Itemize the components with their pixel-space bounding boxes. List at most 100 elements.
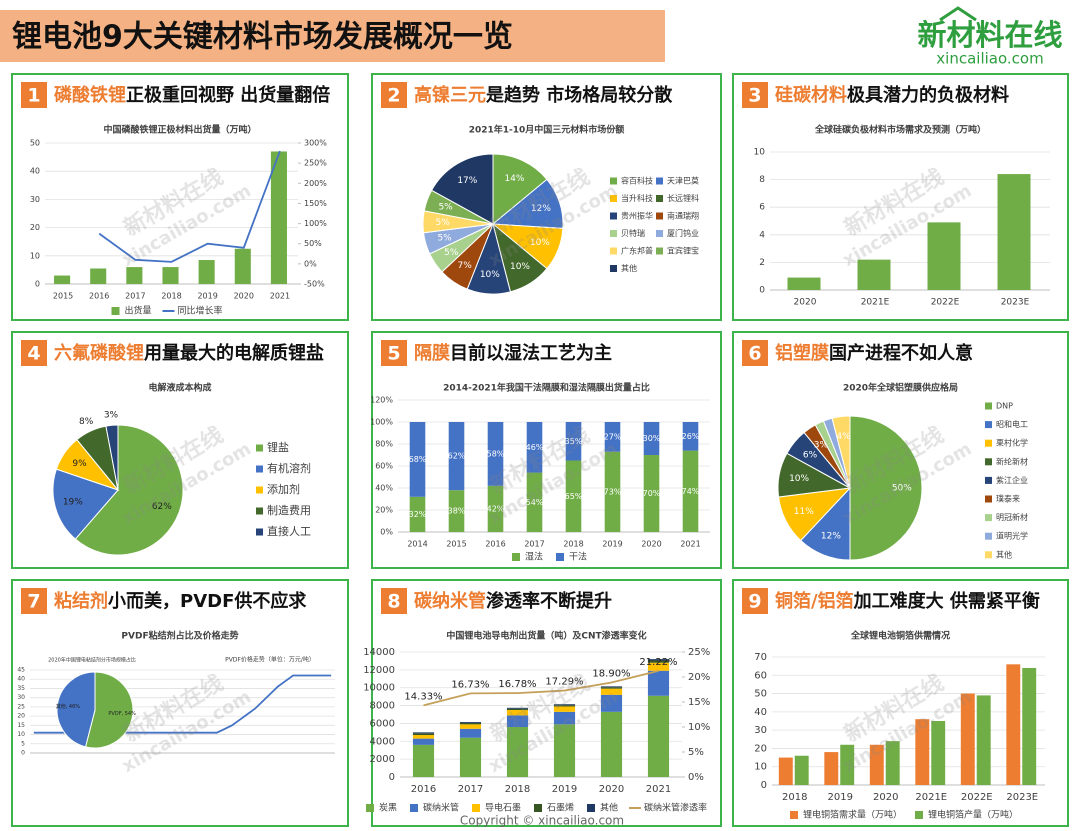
legend-swatch — [256, 486, 263, 494]
pie-label: 9% — [72, 459, 87, 469]
x-tick-label: 2021 — [646, 784, 671, 795]
y-tick-label: 15 — [17, 722, 25, 729]
legend-swatch — [610, 265, 617, 272]
x-tick-label: 2019 — [828, 792, 853, 803]
panel-title-rest: 国产进程不如人意 — [829, 342, 973, 364]
y-tick-label: 20 — [30, 223, 40, 232]
x-tick-label: 2018 — [782, 792, 807, 803]
x-tick-label: 2018 — [505, 784, 530, 795]
legend-swatch — [985, 421, 992, 429]
bar — [506, 707, 529, 709]
y-tick-label: 0 — [759, 286, 765, 296]
bar — [643, 455, 660, 532]
pie-label: 10% — [789, 474, 809, 484]
legend-label: 石墨烯 — [547, 802, 574, 814]
line — [98, 150, 281, 263]
bar — [885, 741, 900, 785]
pie-label: 3% — [814, 441, 829, 451]
chart-title: 中国磷酸铁锂正极材料出货量（万吨） — [103, 124, 256, 136]
y-tick-label: 50 — [30, 139, 40, 148]
legend-swatch — [256, 507, 263, 515]
bar — [54, 275, 71, 284]
data-label: 35% — [565, 437, 583, 446]
y2-tick-label: 250% — [304, 159, 327, 168]
data-label: 38% — [448, 507, 466, 516]
pie-label: 4% — [836, 432, 851, 442]
panel-title-highlight: 碳纳米管 — [414, 590, 486, 612]
bar — [526, 422, 543, 473]
legend-label: 栗村化学 — [996, 438, 1028, 448]
bar — [506, 715, 529, 727]
bar — [506, 710, 529, 716]
bar — [412, 732, 435, 734]
bar — [960, 693, 975, 785]
bar — [487, 485, 504, 532]
x-tick-label: 2020 — [873, 792, 898, 803]
legend-label: 厦门钨业 — [667, 228, 699, 238]
data-label: 74% — [682, 487, 700, 496]
legend-swatch — [985, 476, 992, 484]
bar — [553, 704, 576, 706]
panel-title: 磷酸铁锂正极重回视野 出货量翻倍 — [54, 84, 330, 106]
legend-label: 容百科技 — [621, 176, 653, 186]
y2-tick-label: 100% — [304, 219, 327, 228]
y-tick-label: 10 — [754, 762, 767, 773]
y-tick-label: 10 — [754, 148, 766, 158]
panel-title: 六氟磷酸锂用量最大的电解质锂盐 — [54, 342, 324, 364]
bar — [412, 738, 435, 745]
panel-title-rest: 极具潜力的负极材料 — [847, 84, 1009, 106]
pie-slice — [492, 153, 548, 226]
pie-label: 5% — [437, 234, 452, 244]
x-tick-label: 2018 — [161, 292, 181, 301]
bar — [459, 722, 482, 723]
panel-title-highlight: 高镍三元 — [414, 84, 486, 106]
panel-number: 2 — [387, 85, 400, 107]
data-label: 42% — [487, 504, 505, 513]
x-tick-label: 2017 — [524, 540, 544, 549]
panel-title: 高镍三元是趋势 市场格局较分散 — [414, 84, 673, 106]
bar — [162, 267, 179, 284]
x-tick-label: 2022E — [961, 792, 993, 803]
chart-title: 2014-2021年我国干法隔膜和湿法隔膜出货量占比 — [443, 382, 650, 394]
y-tick-label: 30 — [754, 725, 767, 736]
y2-tick-label: 25% — [688, 647, 710, 658]
legend-swatch — [610, 195, 617, 202]
legend-label: 宜宾锂宝 — [667, 246, 699, 256]
x-tick-label: 2019 — [197, 292, 217, 301]
y2-tick-label: 5% — [688, 747, 704, 758]
panel-number: 5 — [387, 343, 400, 365]
bar — [553, 724, 576, 777]
data-label: 54% — [526, 498, 544, 507]
pie-slice — [74, 424, 184, 556]
legend-swatch — [256, 465, 263, 473]
bar — [857, 259, 891, 290]
x-tick-label: 2014 — [407, 540, 427, 549]
y-tick-label: 4000 — [370, 736, 395, 747]
bar — [1006, 664, 1021, 785]
chart-title: 中国锂电池导电剂出货量（吨）及CNT渗透率变化 — [446, 630, 646, 642]
x-tick-label: 2021 — [270, 292, 290, 301]
y-tick-label: 40 — [30, 167, 40, 176]
bar — [448, 422, 465, 491]
x-tick-label: 2017 — [125, 292, 145, 301]
bar — [647, 660, 670, 663]
legend-swatch — [656, 195, 663, 202]
legend-label: 添加剂 — [267, 482, 300, 496]
panel-number-box — [381, 82, 407, 108]
pie-label: 19% — [63, 498, 83, 508]
inset-title: 2020年中国锂电粘结剂分市场规模占比 — [48, 657, 136, 664]
x-tick-label: 2023E — [1001, 298, 1030, 308]
y-tick-label: 0 — [21, 750, 25, 757]
line-label: 16.78% — [498, 679, 536, 690]
y-tick-label: 6 — [759, 203, 765, 213]
legend-swatch — [985, 402, 992, 410]
bar — [600, 687, 623, 689]
legend-swatch — [656, 177, 663, 185]
panel-title: 铝塑膜国产进程不如人意 — [775, 342, 973, 364]
y-tick-label: 45 — [17, 667, 25, 674]
legend-label: 锂盐 — [267, 440, 289, 454]
legend-label: 干法 — [569, 551, 587, 563]
bar — [234, 248, 251, 284]
